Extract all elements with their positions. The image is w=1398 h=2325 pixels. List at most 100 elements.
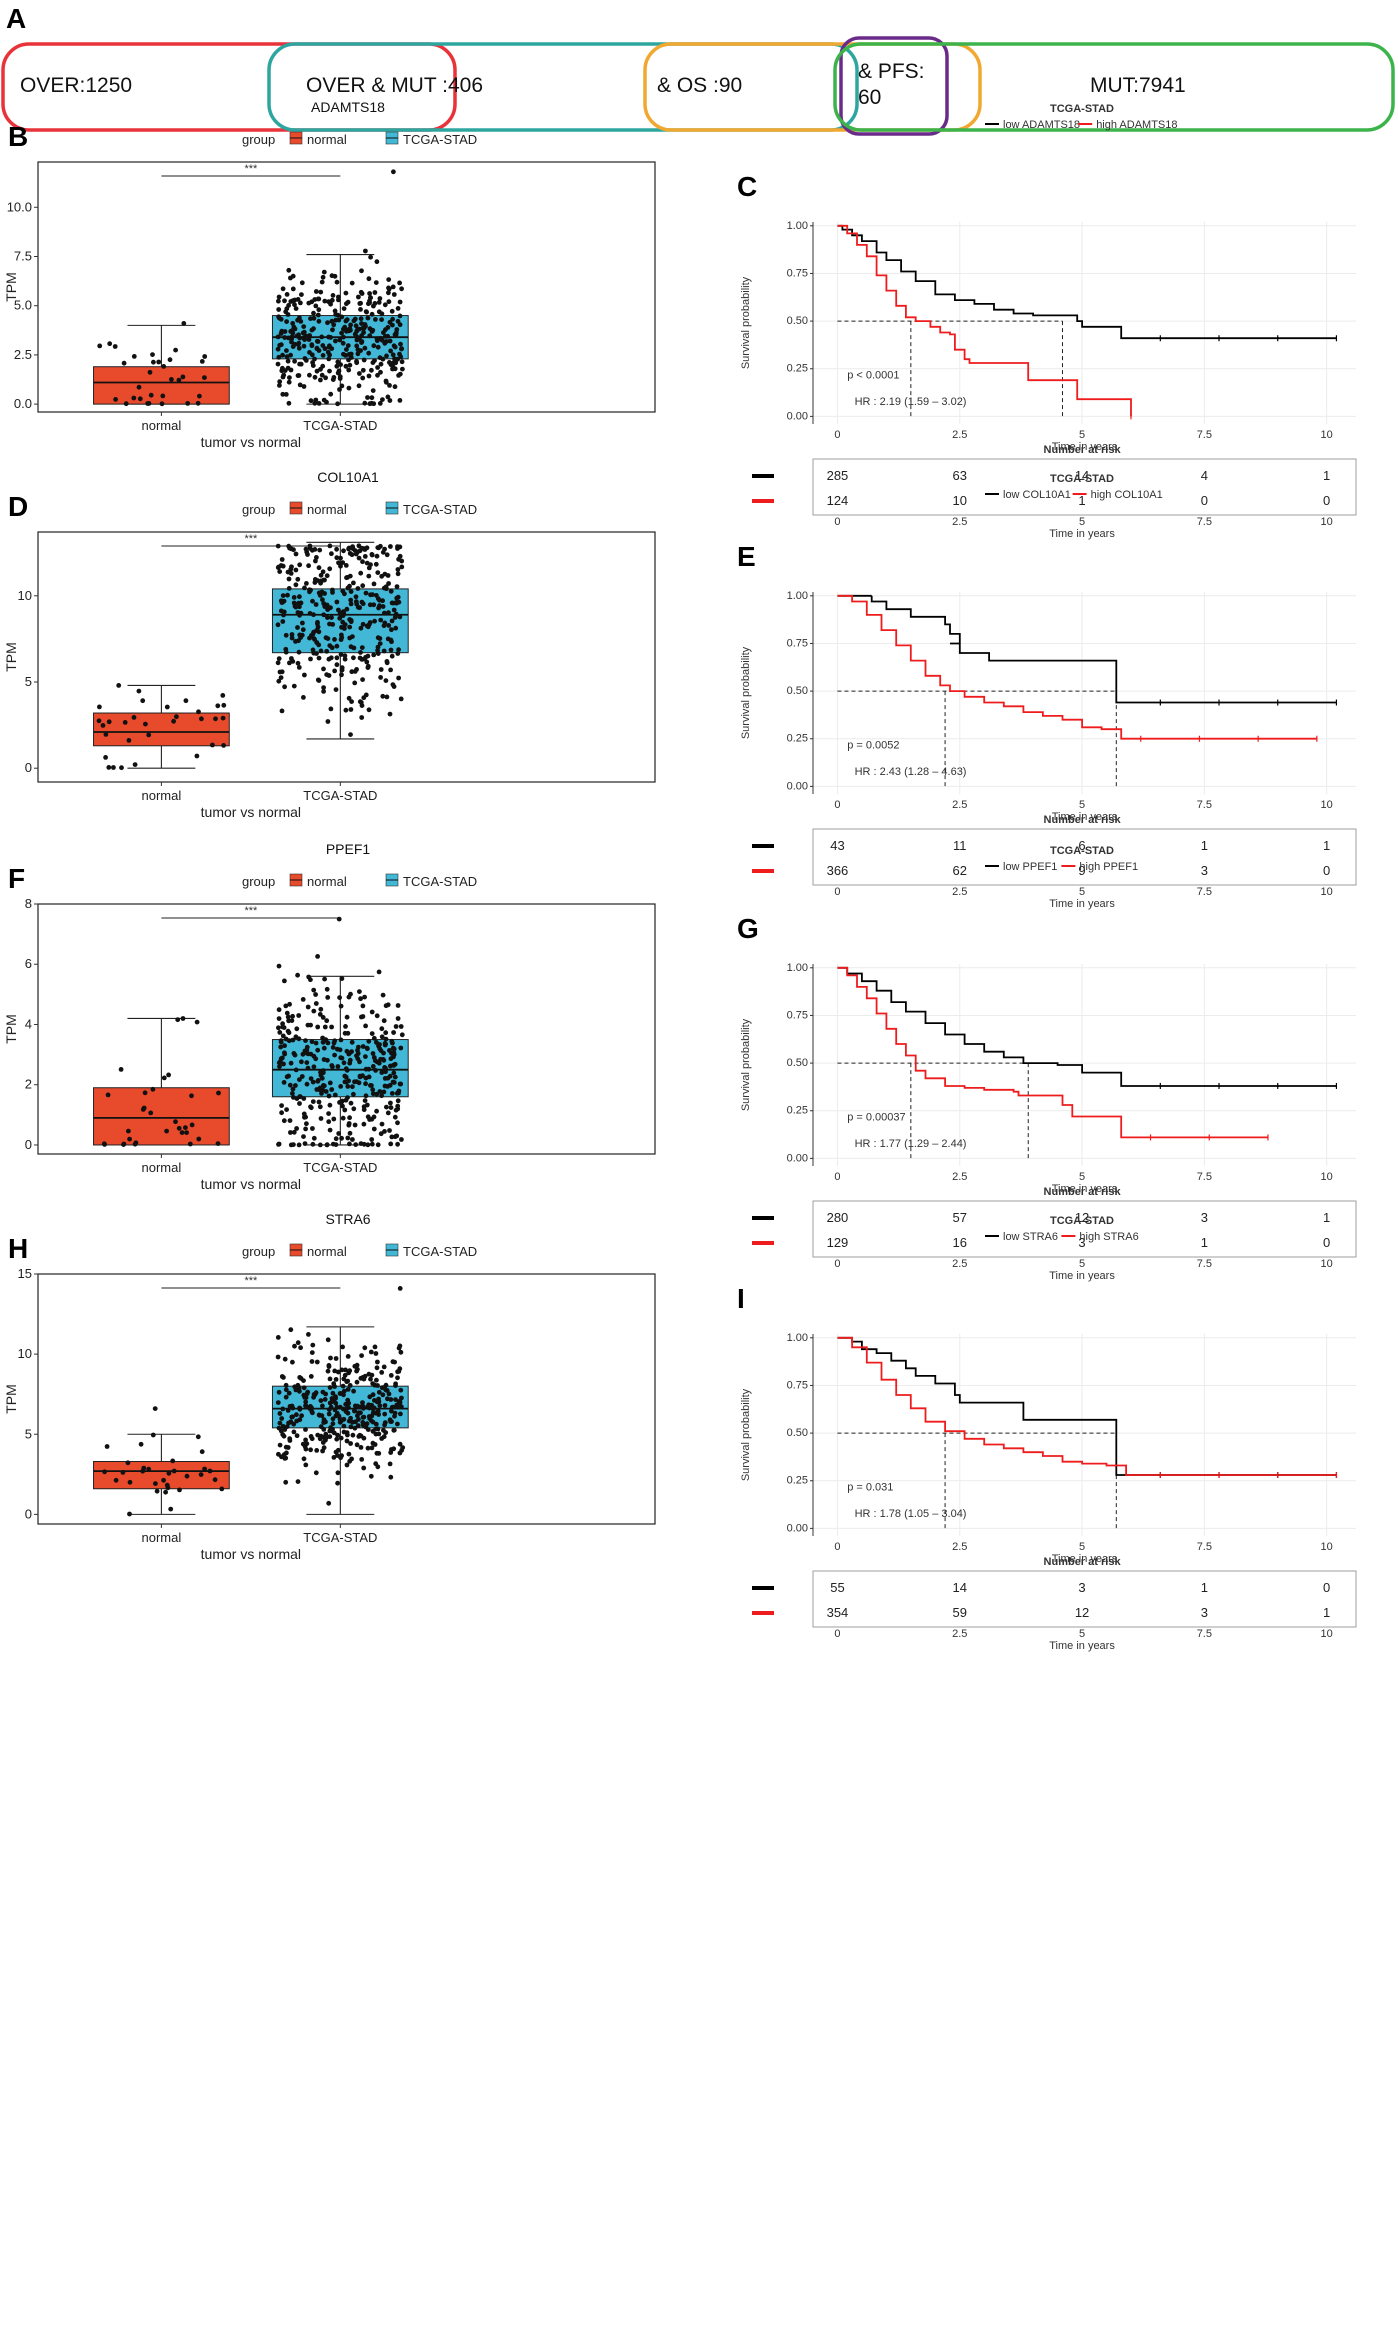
- data-point: [360, 621, 366, 627]
- data-point: [202, 354, 208, 359]
- data-point: [358, 289, 364, 295]
- data-point: [313, 303, 319, 309]
- data-point: [331, 1040, 337, 1046]
- data-point: [298, 600, 304, 606]
- data-point: [345, 1084, 351, 1089]
- data-point: [293, 567, 299, 573]
- data-point: [369, 552, 375, 558]
- data-point: [365, 665, 371, 670]
- data-point: [334, 655, 340, 661]
- data-point: [284, 292, 290, 297]
- data-point: [383, 379, 389, 385]
- data-point: [378, 361, 384, 367]
- km-curve-high: [837, 966, 1268, 1139]
- data-point: [197, 393, 202, 399]
- data-point: [362, 345, 368, 351]
- data-point: [364, 623, 370, 629]
- data-point: [347, 1050, 353, 1056]
- data-point: [391, 1070, 397, 1076]
- data-point: [326, 1411, 332, 1417]
- data-point: [288, 546, 294, 552]
- data-point: [345, 299, 351, 305]
- data-point: [351, 1091, 356, 1097]
- data-point: [382, 610, 387, 616]
- data-point: [324, 648, 330, 654]
- data-point: [138, 1441, 144, 1447]
- data-point: [325, 1337, 331, 1343]
- data-point: [313, 289, 319, 294]
- data-point: [326, 656, 332, 662]
- data-point: [297, 1094, 303, 1100]
- data-point: [307, 372, 312, 378]
- data-point: [381, 330, 386, 335]
- data-point: [276, 307, 282, 312]
- data-point: [383, 1069, 388, 1075]
- data-point: [361, 695, 367, 701]
- data-point: [335, 1480, 340, 1486]
- risk-count-low: 0: [1323, 1580, 1330, 1595]
- data-point: [318, 366, 323, 372]
- data-point: [329, 615, 334, 620]
- data-point: [326, 1500, 332, 1506]
- data-point: [335, 359, 341, 365]
- data-point: [341, 1376, 347, 1382]
- y-tick-label: 10.0: [7, 199, 32, 214]
- data-point: [299, 292, 304, 297]
- data-point: [321, 666, 326, 672]
- y-tick-label: 5: [25, 674, 32, 689]
- legend-title: group: [242, 874, 275, 889]
- x-axis-label: Time in years: [1052, 811, 1118, 823]
- data-point: [184, 1130, 190, 1135]
- data-point: [371, 652, 377, 658]
- data-point: [291, 324, 297, 330]
- y-axis-label: Survival probability: [740, 1388, 752, 1481]
- data-point: [283, 1444, 289, 1450]
- data-point: [298, 1376, 304, 1381]
- data-point: [298, 361, 304, 367]
- risk-x-tick-label: 2.5: [952, 1628, 967, 1640]
- data-point: [305, 1051, 311, 1057]
- data-point: [374, 1091, 380, 1097]
- data-point: [150, 352, 155, 357]
- data-point: [395, 1098, 401, 1104]
- data-point: [308, 1076, 314, 1081]
- data-point: [377, 401, 383, 406]
- data-point: [309, 1405, 314, 1410]
- data-point: [286, 1073, 291, 1079]
- data-point: [287, 1404, 293, 1409]
- data-point: [156, 359, 162, 365]
- data-point: [286, 400, 292, 406]
- data-point: [375, 1142, 381, 1148]
- boxplot-title: PPEF1: [326, 841, 371, 857]
- data-point: [389, 1134, 395, 1140]
- data-point: [352, 1425, 358, 1431]
- box-normal: [93, 1087, 230, 1146]
- data-point: [332, 637, 337, 642]
- data-point: [393, 1383, 398, 1388]
- data-point: [327, 1080, 333, 1086]
- data-point: [379, 1121, 385, 1127]
- data-point: [381, 1018, 387, 1024]
- data-point: [310, 1079, 316, 1085]
- data-point: [398, 341, 403, 347]
- data-point: [386, 610, 391, 615]
- data-point: [367, 291, 372, 296]
- data-point: [382, 546, 387, 552]
- y-tick-label: 0.75: [787, 1379, 808, 1391]
- data-point: [347, 624, 353, 630]
- data-point: [285, 1408, 291, 1413]
- data-point: [365, 395, 370, 400]
- x-axis-label: Time in years: [1052, 1183, 1118, 1195]
- data-point: [367, 620, 373, 625]
- data-point: [397, 322, 403, 328]
- risk-count-low: 14: [953, 1580, 967, 1595]
- data-point: [283, 1003, 289, 1009]
- data-point: [314, 1359, 320, 1365]
- risk-table-title: Number at risk: [1044, 1186, 1122, 1198]
- data-point: [309, 343, 315, 349]
- data-point: [343, 1401, 349, 1407]
- data-point: [276, 298, 281, 304]
- data-point: [363, 1054, 368, 1059]
- data-point: [315, 578, 320, 583]
- data-point: [310, 363, 316, 368]
